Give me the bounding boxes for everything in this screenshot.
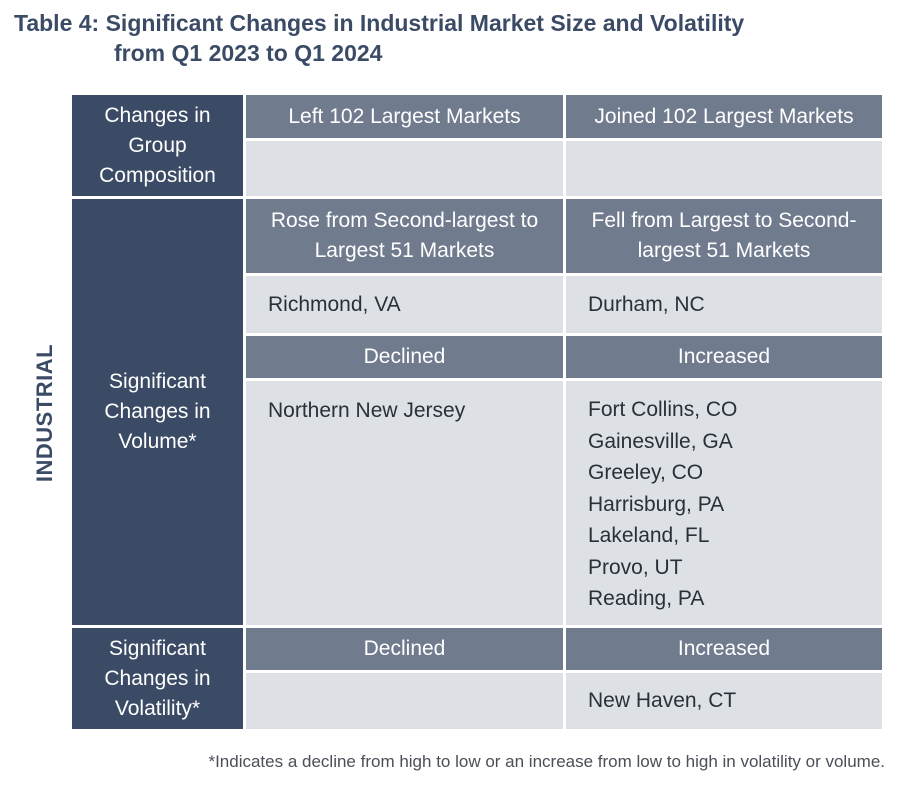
cell-rose: Richmond, VA: [246, 276, 563, 333]
col-header-fell: Fell from Largest to Second-largest 51 M…: [566, 199, 882, 273]
title-line-1: Table 4: Significant Changes in Industri…: [14, 10, 745, 36]
list-item: Greeley, CO: [588, 461, 704, 484]
industrial-side-label: INDUSTRIAL: [32, 343, 57, 483]
list-item: Northern New Jersey: [268, 399, 466, 422]
cell-volatility-increased: New Haven, CT: [566, 673, 882, 729]
col-header-left-markets: Left 102 Largest Markets: [246, 95, 563, 138]
cell-fell: Durham, NC: [566, 276, 882, 333]
list-item: Richmond, VA: [268, 292, 401, 316]
list-item: Provo, UT: [588, 555, 683, 579]
cell-volume-increased: Fort Collins, CO Gainesville, GA Greeley…: [566, 381, 882, 625]
col-header-volatility-increased: Increased: [566, 628, 882, 670]
col-header-volume-declined: Declined: [246, 336, 563, 378]
row-header-composition: Changes in Group Composition: [72, 95, 243, 196]
col-header-joined-markets: Joined 102 Largest Markets: [566, 95, 882, 138]
col-header-rose: Rose from Second-largest to Largest 51 M…: [246, 199, 563, 273]
list-item: Durham, NC: [588, 292, 705, 316]
table-title: Table 4: Significant Changes in Industri…: [14, 8, 744, 68]
list-item: Gainesville, GA: [588, 429, 733, 453]
list-item: Harrisburg, PA: [588, 492, 725, 516]
cell-volatility-declined: [246, 673, 563, 729]
cell-left-markets: [246, 141, 563, 196]
list-item: New Haven, CT: [588, 689, 737, 712]
col-header-volatility-declined: Declined: [246, 628, 563, 670]
title-line-2: from Q1 2023 to Q1 2024: [114, 40, 383, 66]
list-item: Fort Collins, CO: [588, 398, 738, 421]
cell-joined-markets: [566, 141, 882, 196]
row-header-volatility: Significant Changes in Volatility*: [72, 628, 243, 729]
list-item: Lakeland, FL: [588, 524, 710, 547]
footnote: *Indicates a decline from high to low or…: [208, 752, 885, 771]
col-header-volume-increased: Increased: [566, 336, 882, 378]
row-header-volume: Significant Changes in Volume*: [72, 199, 243, 625]
cell-volume-declined: Northern New Jersey: [246, 381, 563, 625]
list-item: Reading, PA: [588, 587, 705, 610]
